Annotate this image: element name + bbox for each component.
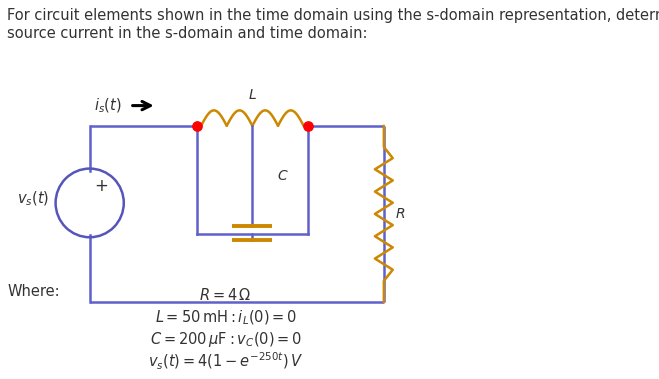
- Text: $L = 50\,\mathrm{mH}: i_L(0) = 0$: $L = 50\,\mathrm{mH}: i_L(0) = 0$: [154, 309, 297, 327]
- Text: Where:: Where:: [7, 284, 60, 299]
- Point: [302, 123, 313, 129]
- Text: $R = 4\,\Omega$: $R = 4\,\Omega$: [200, 287, 252, 303]
- Text: $i_s(t)$: $i_s(t)$: [94, 96, 122, 115]
- Point: [191, 123, 202, 129]
- Text: For circuit elements shown in the time domain using the s-domain representation,: For circuit elements shown in the time d…: [7, 8, 659, 41]
- Text: $C = 200\,\mu\mathrm{F}: v_C(0) = 0$: $C = 200\,\mu\mathrm{F}: v_C(0) = 0$: [150, 330, 302, 349]
- Text: $v_s(t)$: $v_s(t)$: [17, 190, 49, 208]
- Text: $v_s(t) = 4(1 - e^{-250t})\,V$: $v_s(t) = 4(1 - e^{-250t})\,V$: [148, 351, 303, 373]
- Text: $L$: $L$: [248, 88, 257, 102]
- Text: $R$: $R$: [395, 207, 405, 221]
- Text: $C$: $C$: [277, 169, 289, 183]
- Text: +: +: [94, 177, 108, 195]
